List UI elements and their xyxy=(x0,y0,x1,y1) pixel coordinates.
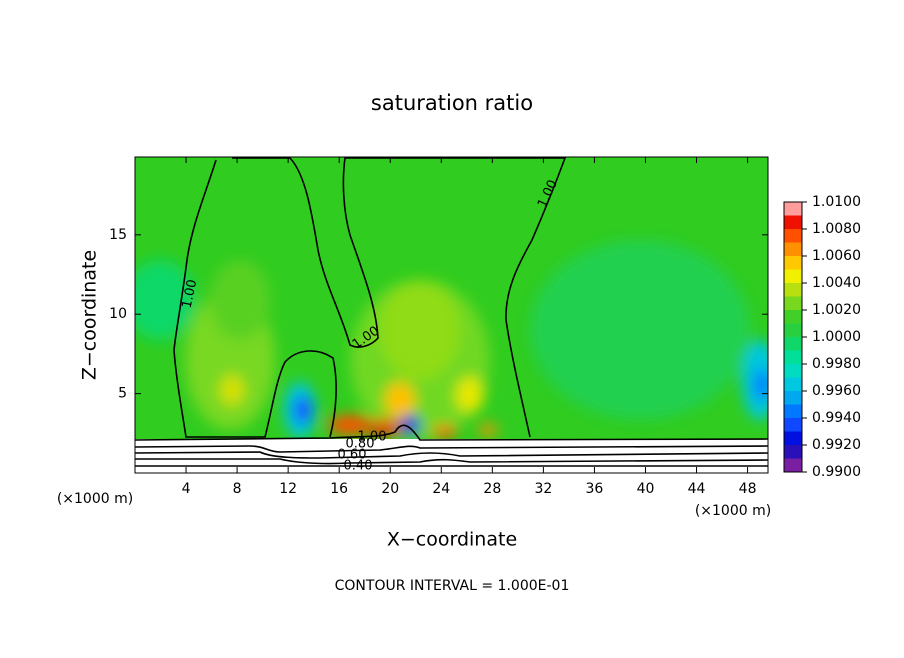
colorbar-frame xyxy=(783,201,803,473)
contour-line xyxy=(135,424,768,441)
colorbar-tick-label: 0.9940 xyxy=(812,410,861,426)
y-tick-label: 5 xyxy=(118,386,127,402)
colorbar-tick-label: 1.0000 xyxy=(812,329,861,345)
colorbar-band xyxy=(784,202,802,216)
x-tick-label: 32 xyxy=(534,481,552,497)
chart-title: saturation ratio xyxy=(371,91,533,115)
colorbar-tick-label: 1.0040 xyxy=(812,275,861,291)
colorbar-tick-label: 1.0100 xyxy=(812,194,861,210)
plot-frame xyxy=(134,156,769,474)
colorbar-tick-label: 0.9980 xyxy=(812,356,861,372)
field-shading xyxy=(135,240,768,440)
x-unit-label: (×1000 m) xyxy=(695,503,771,519)
y-tick-label: 10 xyxy=(109,306,127,322)
colorbar-band xyxy=(784,323,802,337)
x-tick-label: 20 xyxy=(381,481,399,497)
colorbar-band xyxy=(784,310,802,324)
colorbar-band xyxy=(784,404,802,418)
colorbar-tick-label: 0.9900 xyxy=(812,464,861,480)
colorbar-band xyxy=(784,364,802,378)
y-tick-label: 15 xyxy=(109,227,127,243)
colorbar-tick-label: 0.9920 xyxy=(812,437,861,453)
x-unit-label: (×1000 m) xyxy=(57,491,133,507)
contour-label: 0.80 xyxy=(346,437,375,452)
colorbar-tick-label: 1.0020 xyxy=(812,302,861,318)
colorbar-band xyxy=(784,418,802,432)
x-tick-label: 24 xyxy=(432,481,450,497)
colorbar-band xyxy=(784,283,802,297)
contour-line xyxy=(135,445,768,453)
contour-label: 1.00 xyxy=(180,278,201,309)
x-tick-label: 44 xyxy=(688,481,706,497)
colorbar-band xyxy=(784,242,802,256)
y-axis-label: Z−coordinate xyxy=(79,250,101,380)
contour-line xyxy=(173,157,567,438)
x-tick-label: 4 xyxy=(182,481,191,497)
colorbar-band xyxy=(784,337,802,351)
colorbar-band xyxy=(784,445,802,459)
contour-label: 0.40 xyxy=(344,459,373,474)
contour-label: 1.00 xyxy=(358,430,387,445)
x-tick-label: 8 xyxy=(233,481,242,497)
colorbar-tick-label: 1.0060 xyxy=(812,248,861,264)
colorbar-band xyxy=(784,229,802,243)
x-tick-label: 36 xyxy=(586,481,604,497)
colorbar-band xyxy=(784,350,802,364)
x-tick-label: 16 xyxy=(330,481,348,497)
terrain xyxy=(135,439,768,473)
colorbar-band xyxy=(784,215,802,229)
contour-line xyxy=(135,451,768,459)
contour-line xyxy=(135,458,768,465)
colorbar-band xyxy=(784,458,802,472)
colorbar-band xyxy=(784,269,802,283)
x-tick-label: 48 xyxy=(739,481,757,497)
colorbar-band xyxy=(784,377,802,391)
field xyxy=(135,157,768,473)
x-axis-label: X−coordinate xyxy=(387,529,517,551)
colorbar-band xyxy=(784,391,802,405)
colorbar-band xyxy=(784,431,802,445)
x-tick-label: 12 xyxy=(279,481,297,497)
colorbar-tick-label: 1.0080 xyxy=(812,221,861,237)
x-tick-label: 28 xyxy=(483,481,501,497)
footnote: CONTOUR INTERVAL = 1.000E-01 xyxy=(335,578,570,594)
contour-label: 0.60 xyxy=(338,448,367,463)
x-tick-label: 40 xyxy=(637,481,655,497)
colorbar-band xyxy=(784,256,802,270)
colorbar-band xyxy=(784,296,802,310)
colorbar-tick-label: 0.9960 xyxy=(812,383,861,399)
